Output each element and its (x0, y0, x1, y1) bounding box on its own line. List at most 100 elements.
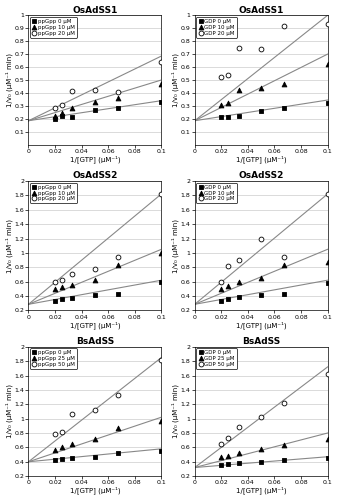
Point (59, 100, 65, 108)
Point (52, 456, 58, 464)
Point (325, 454, 330, 462)
Point (281, 290, 286, 298)
Point (92, 292, 98, 300)
Point (225, 282, 231, 290)
Point (159, 80, 164, 88)
Point (52, 297, 58, 305)
Point (281, 440, 286, 448)
Point (92, 276, 98, 284)
Title: OsAdSS2: OsAdSS2 (238, 172, 284, 180)
Point (159, 98, 164, 106)
Point (236, 278, 241, 285)
Point (225, 113, 231, 121)
Point (59, 295, 65, 303)
Point (236, 44, 241, 52)
Point (219, 100, 224, 108)
Point (70, 270, 75, 278)
Point (225, 452, 231, 460)
Title: OsAdSS1: OsAdSS1 (238, 6, 284, 15)
Y-axis label: 1/v₀ (μM⁻¹ min): 1/v₀ (μM⁻¹ min) (172, 218, 179, 272)
Point (52, 104, 58, 112)
Point (159, 249, 164, 257)
Point (92, 98, 98, 106)
Point (259, 45, 264, 53)
Point (236, 449, 241, 457)
X-axis label: 1/[GTP] (μM⁻¹): 1/[GTP] (μM⁻¹) (236, 321, 286, 328)
Point (236, 294, 241, 302)
Point (159, 356, 164, 364)
Point (236, 112, 241, 120)
Point (59, 112, 65, 120)
X-axis label: 1/[GTP] (μM⁻¹): 1/[GTP] (μM⁻¹) (70, 155, 120, 163)
Point (225, 460, 231, 468)
Point (52, 430, 58, 438)
Y-axis label: 1/v₀ (μM⁻¹ min): 1/v₀ (μM⁻¹ min) (5, 218, 13, 272)
Point (70, 410, 75, 418)
Point (70, 113, 75, 121)
Point (281, 22, 286, 30)
Point (59, 428, 65, 436)
Point (325, 258, 330, 266)
Point (259, 274, 264, 282)
Point (225, 295, 231, 303)
Point (219, 454, 224, 462)
Point (59, 109, 65, 117)
Point (115, 252, 120, 260)
Point (70, 87, 75, 95)
Point (92, 264, 98, 272)
Y-axis label: 1/v₀ (μM⁻¹ min): 1/v₀ (μM⁻¹ min) (172, 53, 179, 107)
X-axis label: 1/[GTP] (μM⁻¹): 1/[GTP] (μM⁻¹) (236, 155, 286, 163)
Point (236, 86, 241, 94)
Point (70, 440, 75, 448)
Legend: GDP 0 μM, GDP 10 μM, GDP 20 μM: GDP 0 μM, GDP 10 μM, GDP 20 μM (196, 17, 237, 38)
Point (115, 261, 120, 269)
Point (236, 256, 241, 264)
Point (115, 449, 120, 457)
Point (70, 294, 75, 302)
Point (325, 435, 330, 443)
Legend: ppGpp 0 μM, ppGpp 25 μM, ppGpp 50 μM: ppGpp 0 μM, ppGpp 25 μM, ppGpp 50 μM (30, 348, 77, 369)
Point (52, 115, 58, 123)
Point (219, 297, 224, 305)
Point (225, 434, 231, 442)
Title: OsAdSS2: OsAdSS2 (72, 172, 118, 180)
Point (325, 279, 330, 287)
Point (159, 278, 164, 286)
Point (115, 94, 120, 102)
Point (70, 282, 75, 290)
Point (159, 58, 164, 66)
Point (159, 417, 164, 425)
Point (281, 104, 286, 112)
Point (325, 190, 330, 198)
Point (59, 442, 65, 450)
Point (92, 406, 98, 414)
Point (52, 285, 58, 293)
Point (92, 106, 98, 114)
Point (325, 98, 330, 106)
Legend: GDP 0 μM, GDP 25 μM, GDP 50 μM: GDP 0 μM, GDP 25 μM, GDP 50 μM (196, 348, 237, 369)
Point (281, 261, 286, 269)
X-axis label: 1/[GTP] (μM⁻¹): 1/[GTP] (μM⁻¹) (70, 486, 120, 494)
Y-axis label: 1/v₀ (μM⁻¹ min): 1/v₀ (μM⁻¹ min) (5, 53, 13, 107)
Point (225, 72, 231, 80)
Point (70, 104, 75, 112)
Point (281, 80, 286, 88)
Point (281, 399, 286, 407)
Point (281, 252, 286, 260)
Point (259, 445, 264, 453)
X-axis label: 1/[GTP] (μM⁻¹): 1/[GTP] (μM⁻¹) (236, 486, 286, 494)
Point (59, 455, 65, 463)
Point (236, 424, 241, 432)
Point (219, 285, 224, 293)
Legend: ppGpp 0 μM, ppGpp 10 μM, ppGpp 20 μM: ppGpp 0 μM, ppGpp 10 μM, ppGpp 20 μM (30, 17, 77, 38)
Point (225, 262, 231, 270)
Y-axis label: 1/v₀ (μM⁻¹ min): 1/v₀ (μM⁻¹ min) (5, 384, 13, 438)
Point (325, 370, 330, 378)
Point (115, 290, 120, 298)
Point (92, 86, 98, 94)
Point (115, 88, 120, 96)
Point (259, 107, 264, 115)
Title: BsAdSS: BsAdSS (242, 337, 280, 346)
Point (259, 413, 264, 421)
Point (219, 114, 224, 122)
